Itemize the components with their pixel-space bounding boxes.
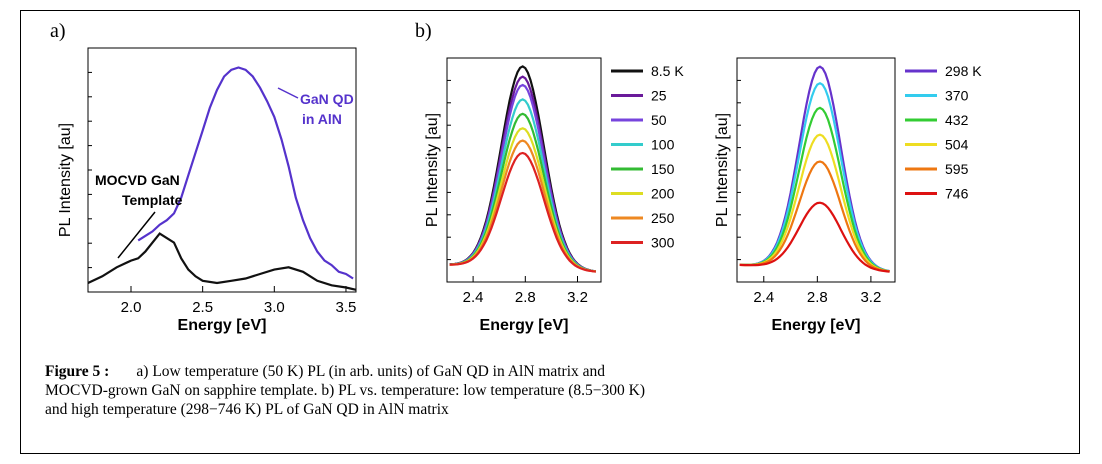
- series-line-2-0: [739, 65, 890, 273]
- annotation-gan-qd: GaN QD: [300, 91, 354, 107]
- series-line-1-6: [449, 139, 596, 273]
- chart-1: 2.0 2.5 3.0 3.5 Energy [eV] PL Intensity [au]…: [57, 47, 357, 334]
- legend-label-1-1: 25: [651, 88, 667, 104]
- x-tick-label-1-1: 2.5: [192, 299, 213, 316]
- legend-label-2-4: 595: [945, 161, 969, 177]
- caption-line-1: a) Low temperature (50 K) PL (in arb. un…: [136, 363, 606, 380]
- series-line-1-0: [449, 65, 596, 273]
- legend-label-2-5: 746: [945, 186, 969, 202]
- series-line-a-1: [87, 232, 357, 291]
- caption-figure-number: 5: [92, 363, 101, 380]
- figure-frame: [20, 10, 1080, 454]
- legend-label-2-0: 298 K: [945, 63, 982, 79]
- y-axis-label-1: PL Intensity [au]: [57, 123, 74, 237]
- annotation-qd-arrow: [277, 87, 299, 99]
- x-tick-label-3-2: 3.2: [860, 289, 881, 306]
- annotation-template: Template: [122, 192, 183, 208]
- x-axis-label-2: Energy [eV]: [480, 317, 569, 334]
- plot-area-1: [87, 47, 357, 293]
- caption-line-3: and high temperature (298−746 K) PL of G…: [45, 401, 449, 418]
- annotation-arrow: [117, 211, 156, 259]
- series-line-2-4: [739, 160, 890, 273]
- series-line-1-3: [449, 98, 596, 273]
- caption-colon: :: [104, 363, 110, 380]
- x-tick-label-2-1: 2.8: [515, 289, 536, 306]
- x-tick-label-2-0: 2.4: [463, 289, 484, 306]
- caption-figure-label: Figure: [45, 363, 89, 380]
- legend-label-2-3: 504: [945, 137, 969, 153]
- legend-label-1-5: 200: [651, 186, 675, 202]
- series-line-1-7: [449, 151, 596, 273]
- annotation-mocvd: MOCVD GaN: [95, 172, 180, 188]
- x-tick-label-3-0: 2.4: [753, 289, 774, 306]
- legend-label-1-4: 150: [651, 161, 675, 177]
- series-line-2-2: [739, 106, 890, 273]
- figure-caption: Figure 5 : a) Low temperature (50 K) PL …: [45, 362, 1005, 419]
- x-tick-label-1-3: 3.5: [336, 299, 357, 316]
- y-axis-label-3: PL Intensity [au]: [714, 113, 731, 227]
- legend-label-2-2: 432: [945, 112, 969, 128]
- plot-area-3: [736, 57, 896, 283]
- x-tick-label-1-0: 2.0: [121, 299, 142, 316]
- annotation-in-aln: in AlN: [302, 111, 342, 127]
- series-line-a-0: [137, 66, 354, 280]
- caption-line-2: MOCVD-grown GaN on sapphire template. b)…: [45, 382, 646, 399]
- x-tick-label-3-1: 2.8: [807, 289, 828, 306]
- panel-label-b: b): [415, 20, 432, 42]
- panel-label-a: a): [50, 20, 66, 42]
- x-axis-label-3: Energy [eV]: [772, 317, 861, 334]
- legend-label-1-0: 8.5 K: [651, 63, 684, 79]
- legend-label-1-2: 50: [651, 112, 667, 128]
- chart-2: 2.4 2.8 3.2 Energy [eV] PL Intensity [au] 8.5…: [424, 57, 684, 334]
- legend-label-1-6: 250: [651, 210, 675, 226]
- legend-label-2-1: 370: [945, 88, 969, 104]
- x-tick-label-1-2: 3.0: [264, 299, 285, 316]
- plot-area-2: [446, 57, 602, 283]
- x-axis-label-1: Energy [eV]: [178, 317, 267, 334]
- chart-3: 2.4 2.8 3.2 Energy [eV] PL Intensity [au] 298…: [714, 57, 982, 334]
- legend-label-1-7: 300: [651, 235, 675, 251]
- series-line-1-1: [449, 75, 596, 273]
- series-line-1-4: [449, 112, 596, 273]
- y-axis-label-2: PL Intensity [au]: [424, 113, 441, 227]
- legend-label-1-3: 100: [651, 137, 675, 153]
- series-line-1-5: [449, 127, 596, 273]
- x-tick-label-2-2: 3.2: [567, 289, 588, 306]
- series-line-2-5: [739, 201, 890, 273]
- series-line-2-3: [739, 133, 890, 273]
